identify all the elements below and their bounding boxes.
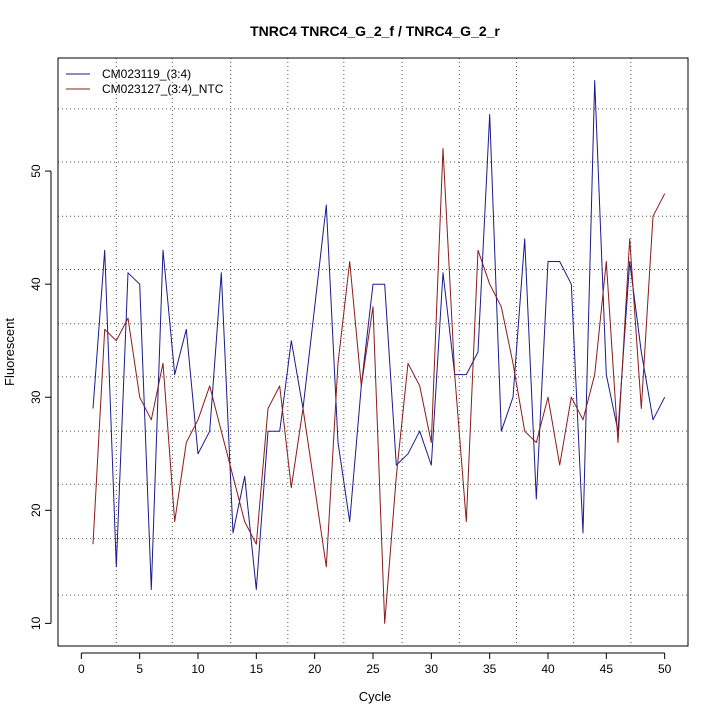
y-tick-label: 30	[29, 390, 43, 404]
x-axis: 0 5 10 15 20 25 30 35 40 45 50	[78, 652, 672, 676]
x-tick-label: 10	[191, 662, 205, 676]
x-tick-label: 45	[600, 662, 614, 676]
series-layer	[92, 80, 666, 624]
x-tick-label: 5	[136, 662, 143, 676]
x-tick-label: 35	[483, 662, 497, 676]
x-tick-label: 30	[425, 662, 439, 676]
x-tick-label: 0	[78, 662, 85, 676]
plot-frame	[57, 57, 689, 647]
legend-label-1: CM023119_(3:4)	[102, 67, 191, 81]
grid	[58, 58, 688, 646]
y-tick-label: 20	[29, 503, 43, 517]
x-tick-label: 50	[658, 662, 672, 676]
y-tick-label: 40	[29, 277, 43, 291]
x-axis-label: Cycle	[359, 689, 392, 704]
x-tick-label: 40	[541, 662, 555, 676]
series-line-1	[92, 80, 666, 590]
x-tick-label: 25	[366, 662, 380, 676]
y-axis-label: Fluorescent	[2, 318, 17, 386]
x-tick-label: 15	[250, 662, 264, 676]
y-axis: 10 20 30 40 50	[29, 164, 52, 630]
legend-label-2: CM023127_(3:4)_NTC	[102, 82, 224, 96]
chart-title: TNRC4 TNRC4_G_2_f / TNRC4_G_2_r	[250, 23, 500, 39]
series-line-2	[92, 148, 666, 624]
legend: CM023119_(3:4)CM023127_(3:4)_NTC	[66, 67, 224, 96]
y-tick-label: 10	[29, 616, 43, 630]
y-tick-label: 50	[29, 164, 43, 178]
x-tick-label: 20	[308, 662, 322, 676]
